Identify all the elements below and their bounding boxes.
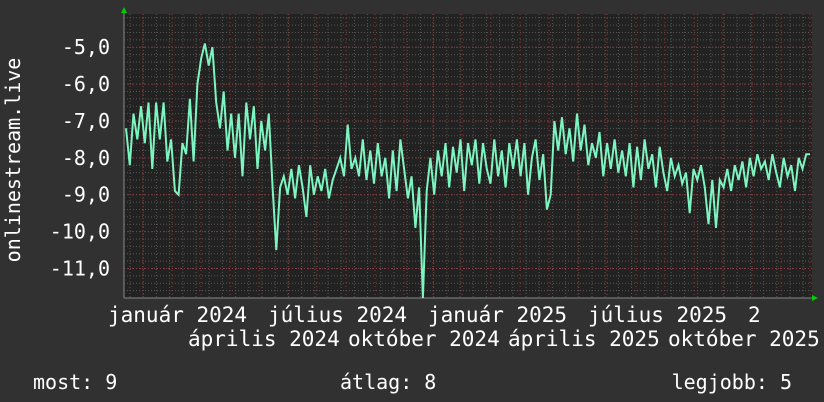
x-tick-label: október 2025: [668, 327, 820, 351]
x-tick-label: január 2025: [428, 303, 567, 327]
y-axis-arrow-icon: [121, 7, 127, 13]
y-axis: -5,0 -6,0 -7,0 -8,0 -9,0 -10,0 -11,0: [50, 35, 110, 280]
y-tick-label: -6,0: [62, 72, 110, 96]
x-axis-arrow-icon: [812, 295, 818, 301]
x-tick-label: július 2025: [588, 303, 727, 327]
x-tick-label: október 2024: [348, 327, 500, 351]
x-tick-label: január 2024: [108, 303, 247, 327]
y-tick-label: -8,0: [62, 146, 110, 170]
y-tick-label: -11,0: [50, 256, 110, 280]
footer-average: átlag: 8: [340, 370, 437, 394]
footer-current: most: 9: [33, 370, 118, 394]
y-tick-label: -5,0: [62, 35, 110, 59]
y-tick-label: -7,0: [62, 109, 110, 133]
plot-area: [124, 14, 812, 298]
x-tick-label: április 2024: [188, 327, 340, 351]
series-line: [125, 43, 810, 299]
y-axis-label: onlinestream.live: [1, 58, 25, 263]
x-tick-label: július 2024: [268, 303, 407, 327]
x-tick-label: 2: [748, 303, 761, 327]
y-tick-label: -9,0: [62, 183, 110, 207]
footer-best: legjobb: 5: [671, 370, 792, 394]
y-tick-label: -10,0: [50, 220, 110, 244]
x-tick-label: április 2025: [508, 327, 660, 351]
